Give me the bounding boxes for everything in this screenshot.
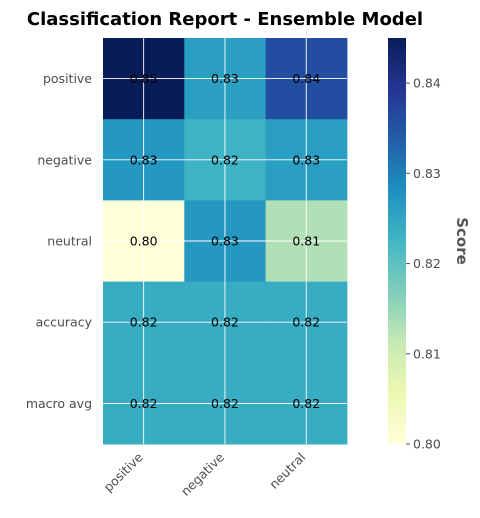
cell-labels: 0.85 0.83 0.84 0.83 0.82 0.83 0.80 0.83 0.81 0.82… bbox=[130, 71, 320, 411]
y-tick-label: negative bbox=[37, 152, 92, 167]
colorbar-tick-label: 0.80 bbox=[413, 437, 441, 452]
colorbar-tick-label: 0.81 bbox=[413, 346, 441, 361]
cell-value-label: 0.81 bbox=[292, 234, 320, 249]
chart-title: Classification Report - Ensemble Model bbox=[27, 9, 423, 30]
x-tick-label: negative bbox=[178, 449, 227, 498]
cell-value-label: 0.83 bbox=[292, 152, 320, 167]
cell-value-label: 0.82 bbox=[211, 152, 239, 167]
colorbar-label: Score bbox=[453, 217, 471, 265]
cell-value-label: 0.85 bbox=[130, 71, 158, 86]
y-tick-label: neutral bbox=[47, 234, 92, 249]
x-tick-label: positive bbox=[100, 449, 145, 494]
cell-value-label: 0.82 bbox=[292, 396, 320, 411]
heatmap-grid bbox=[103, 38, 347, 444]
cell-value-label: 0.82 bbox=[211, 396, 239, 411]
colorbar-tick-label: 0.82 bbox=[413, 256, 441, 271]
y-axis-ticks: positive negative neutral accuracy macro avg bbox=[26, 71, 93, 411]
y-tick-label: macro avg bbox=[26, 396, 92, 411]
cell-value-label: 0.83 bbox=[130, 152, 158, 167]
colorbar-ticks: 0.80 0.81 0.82 0.83 0.84 bbox=[406, 76, 441, 452]
cell-value-label: 0.82 bbox=[292, 315, 320, 330]
cell-value-label: 0.82 bbox=[130, 315, 158, 330]
colorbar-tick-label: 0.83 bbox=[413, 166, 441, 181]
x-tick-label: neutral bbox=[266, 450, 308, 492]
y-tick-label: positive bbox=[43, 71, 92, 86]
cell-value-label: 0.83 bbox=[211, 71, 239, 86]
cell-value-label: 0.83 bbox=[211, 234, 239, 249]
x-axis-ticks: positive negative neutral bbox=[100, 449, 308, 498]
cell-value-label: 0.84 bbox=[292, 71, 320, 86]
cell-value-label: 0.82 bbox=[130, 396, 158, 411]
cell-value-label: 0.82 bbox=[211, 315, 239, 330]
colorbar bbox=[388, 38, 406, 444]
cell-value-label: 0.80 bbox=[130, 234, 158, 249]
y-tick-label: accuracy bbox=[36, 315, 93, 330]
colorbar-tick-label: 0.84 bbox=[413, 76, 441, 91]
